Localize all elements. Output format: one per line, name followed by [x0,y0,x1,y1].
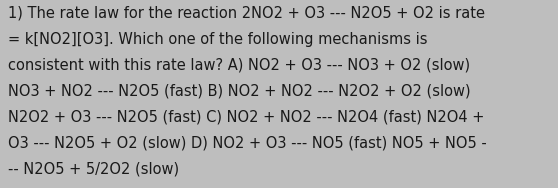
Text: 1) The rate law for the reaction 2NO2 + O3 --- N2O5 + O2 is rate: 1) The rate law for the reaction 2NO2 + … [8,6,485,21]
Text: O3 --- N2O5 + O2 (slow) D) NO2 + O3 --- NO5 (fast) NO5 + NO5 -: O3 --- N2O5 + O2 (slow) D) NO2 + O3 --- … [8,135,487,150]
Text: -- N2O5 + 5/2O2 (slow): -- N2O5 + 5/2O2 (slow) [8,161,180,176]
Text: N2O2 + O3 --- N2O5 (fast) C) NO2 + NO2 --- N2O4 (fast) N2O4 +: N2O2 + O3 --- N2O5 (fast) C) NO2 + NO2 -… [8,109,485,124]
Text: consistent with this rate law? A) NO2 + O3 --- NO3 + O2 (slow): consistent with this rate law? A) NO2 + … [8,58,470,73]
Text: NO3 + NO2 --- N2O5 (fast) B) NO2 + NO2 --- N2O2 + O2 (slow): NO3 + NO2 --- N2O5 (fast) B) NO2 + NO2 -… [8,83,471,99]
Text: = k[NO2][O3]. Which one of the following mechanisms is: = k[NO2][O3]. Which one of the following… [8,32,428,47]
